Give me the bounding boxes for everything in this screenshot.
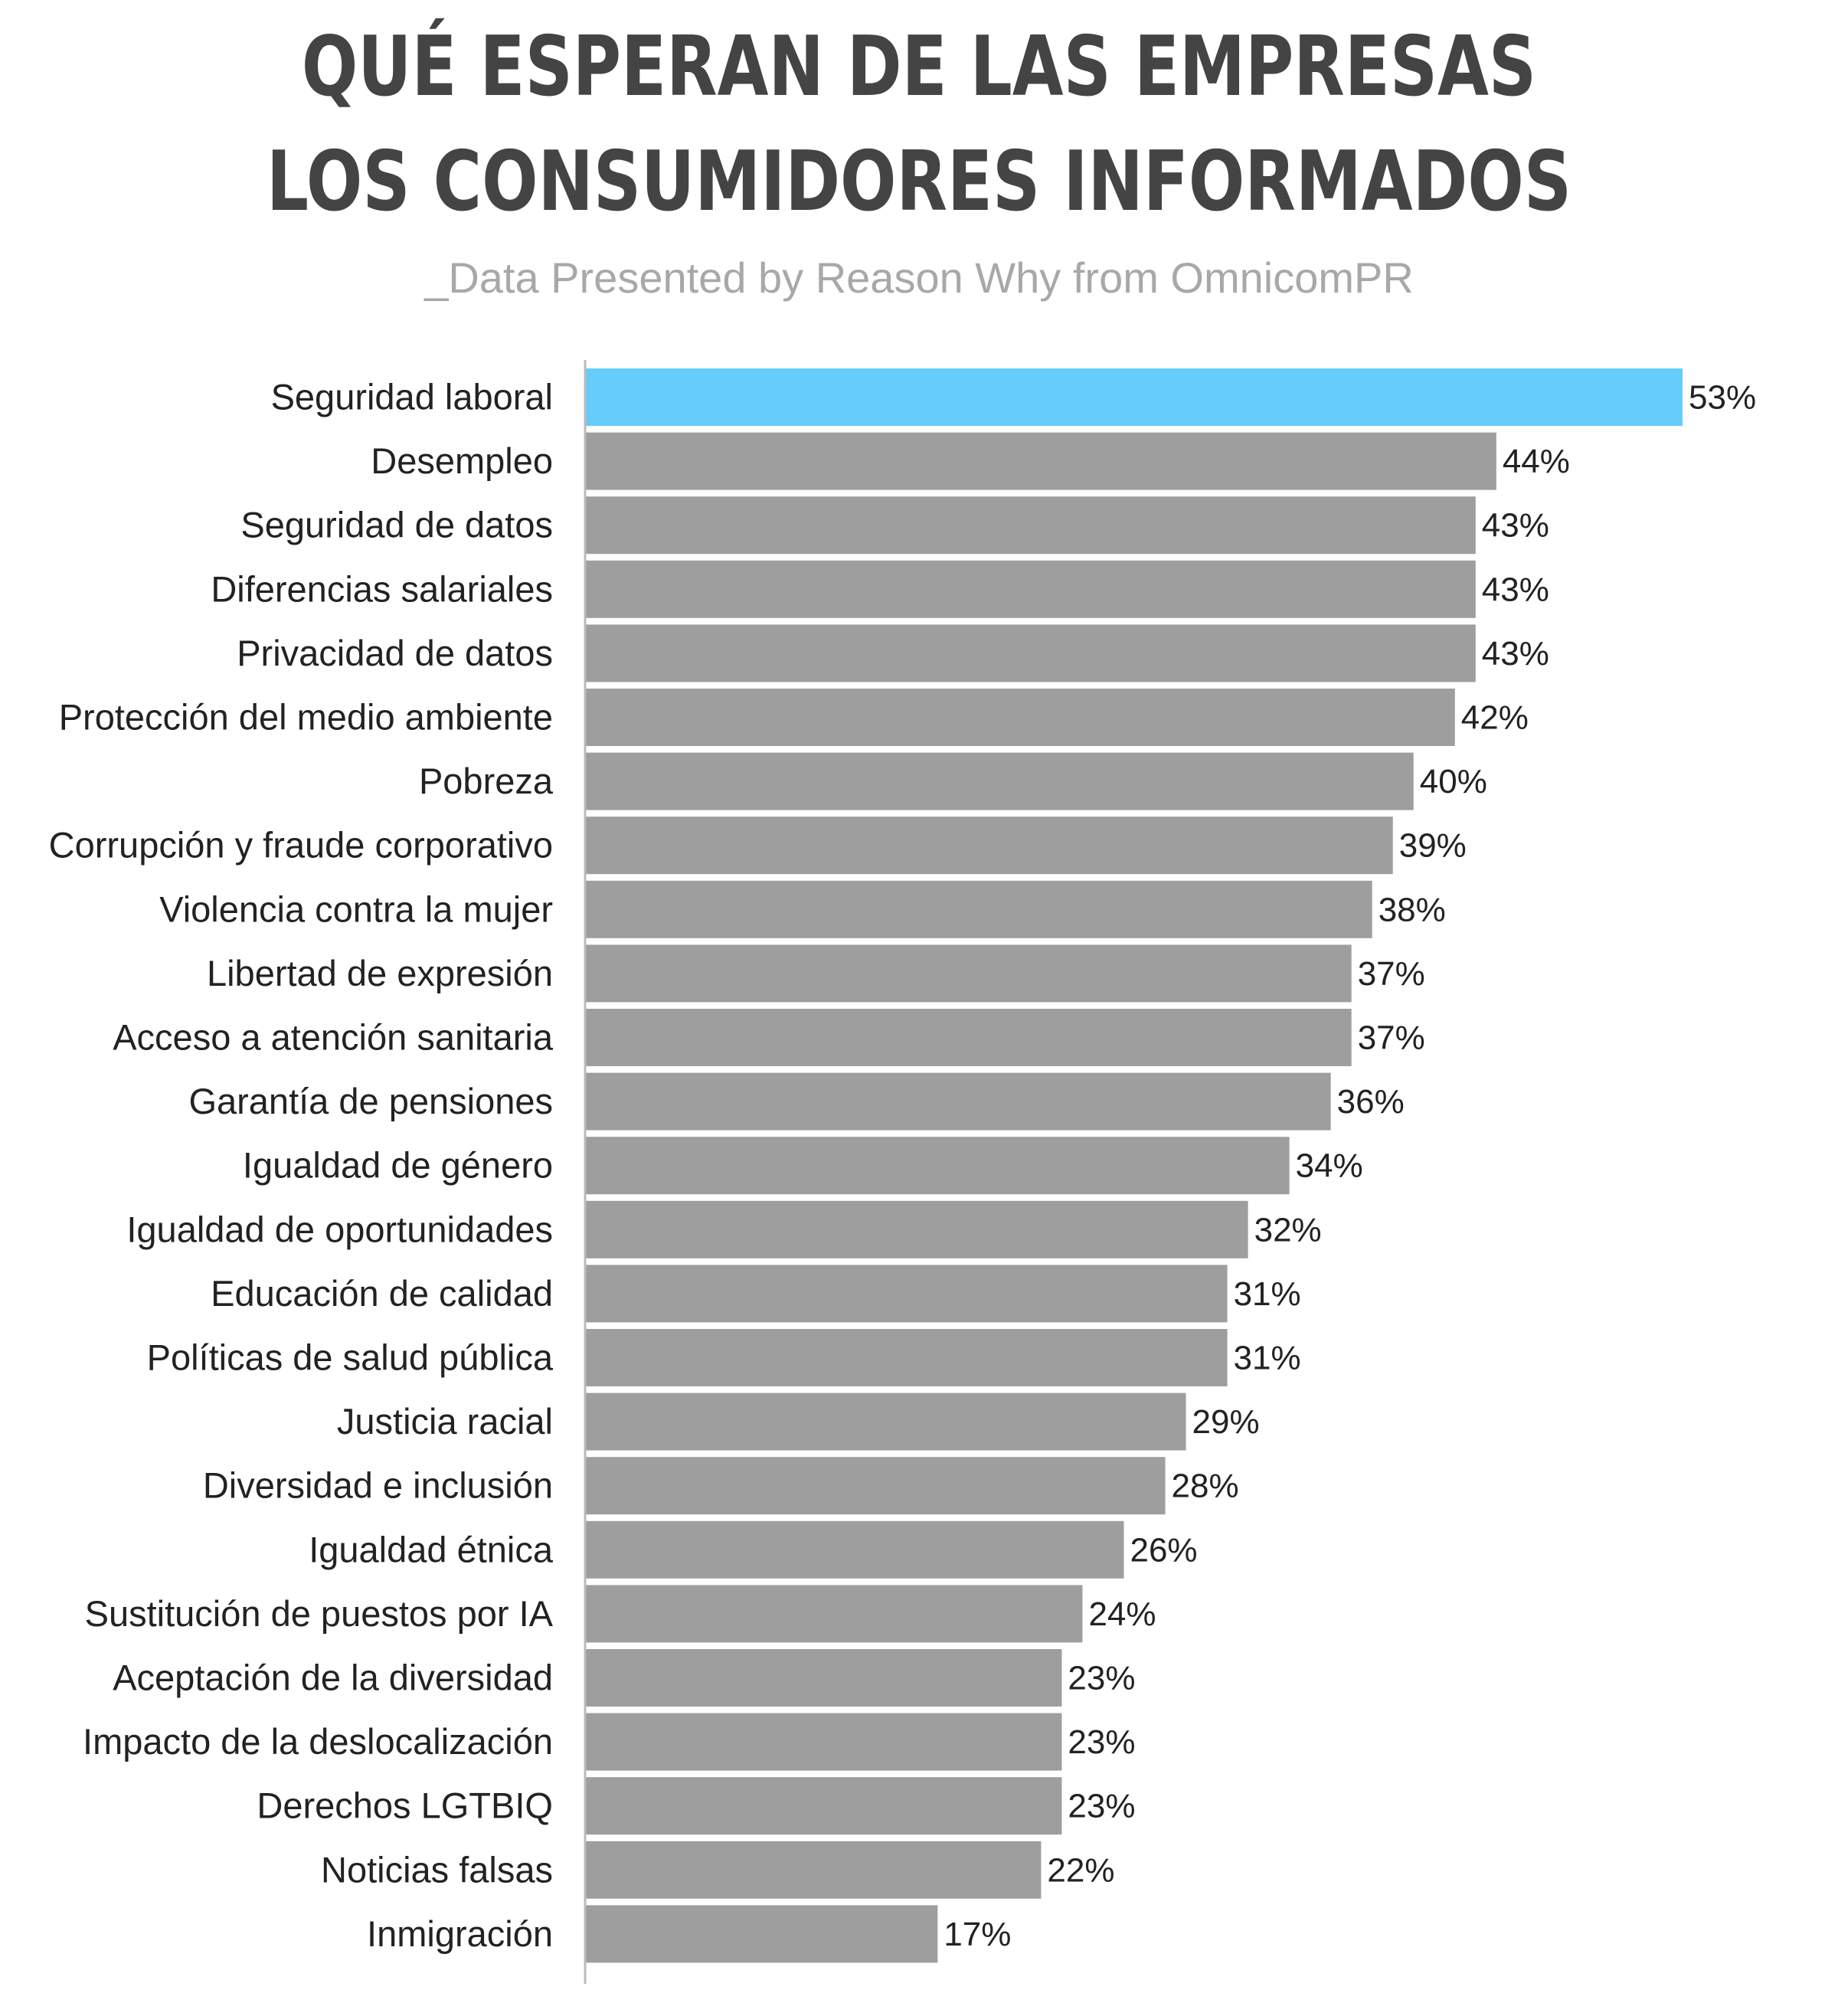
category-label-libertad-de-expresion: Libertad de expresión: [207, 953, 553, 993]
value-label-corrupcion-y-fraude-corporativo: 39%: [1399, 827, 1467, 865]
value-label-violencia-contra-la-mujer: 38%: [1378, 891, 1446, 928]
category-label-garantia-de-pensiones: Garantía de pensiones: [188, 1081, 553, 1121]
category-label-desempleo: Desempleo: [371, 440, 553, 481]
category-label-aceptacion-de-la-diversidad: Aceptación de la diversidad: [113, 1658, 553, 1698]
value-label-igualdad-de-genero: 34%: [1296, 1147, 1363, 1185]
bar-aceptacion-de-la-diversidad: [586, 1649, 1062, 1707]
category-label-derechos-lgtbiq: Derechos LGTBIQ: [257, 1785, 553, 1826]
bar-derechos-lgtbiq: [586, 1777, 1062, 1835]
value-label-garantia-de-pensiones: 36%: [1337, 1083, 1405, 1121]
category-label-sustitucion-de-puestos-por-ia: Sustitución de puestos por IA: [85, 1593, 554, 1634]
category-label-seguridad-laboral: Seguridad laboral: [271, 377, 553, 417]
value-label-seguridad-de-datos: 43%: [1482, 507, 1549, 545]
value-label-desempleo: 44%: [1503, 443, 1570, 480]
value-label-igualdad-etnica: 26%: [1130, 1531, 1197, 1569]
value-label-inmigracion: 17%: [944, 1916, 1011, 1953]
bar-libertad-de-expresion: [586, 944, 1352, 1003]
value-label-diversidad-e-inclusion: 28%: [1172, 1468, 1239, 1505]
value-label-igualdad-de-oportunidades: 32%: [1254, 1211, 1322, 1249]
category-label-acceso-a-atencion-sanitaria: Acceso a atención sanitaria: [113, 1017, 554, 1058]
bar-seguridad-de-datos: [586, 496, 1476, 555]
value-label-acceso-a-atencion-sanitaria: 37%: [1358, 1019, 1425, 1057]
bar-noticias-falsas: [586, 1841, 1042, 1899]
bar-igualdad-de-oportunidades: [586, 1200, 1248, 1258]
bar-diferencias-salariales: [586, 560, 1476, 618]
category-label-diversidad-e-inclusion: Diversidad e inclusión: [203, 1465, 553, 1506]
bar-proteccion-del-medio-ambiente: [586, 689, 1455, 746]
category-label-impacto-de-la-deslocalizacion: Impacto de la deslocalización: [83, 1721, 553, 1762]
category-label-politicas-de-salud-publica: Políticas de salud pública: [147, 1337, 554, 1378]
chart-title-line-1: QUÉ ESPERAN DE LAS EMPRESAS: [301, 19, 1537, 115]
category-label-educacion-de-calidad: Educación de calidad: [211, 1273, 553, 1314]
bar-inmigracion: [586, 1905, 938, 1963]
chart-subtitle: _Data Presented by Reason Why from Omnic…: [424, 254, 1414, 302]
value-label-proteccion-del-medio-ambiente: 42%: [1461, 699, 1529, 737]
value-label-seguridad-laboral: 53%: [1689, 379, 1756, 417]
category-label-igualdad-etnica: Igualdad étnica: [309, 1529, 554, 1569]
category-labels-group: Seguridad laboral Desempleo Seguridad de d…: [49, 377, 554, 1954]
bar-politicas-de-salud-publica: [586, 1329, 1228, 1386]
bar-sustitucion-de-puestos-por-ia: [586, 1585, 1083, 1643]
chart-title-line-2: LOS CONSUMIDORES INFORMADOS: [266, 134, 1572, 230]
value-label-justicia-racial: 29%: [1192, 1403, 1260, 1441]
value-label-aceptacion-de-la-diversidad: 23%: [1068, 1660, 1135, 1697]
value-label-politicas-de-salud-publica: 31%: [1234, 1340, 1301, 1377]
bar-igualdad-etnica: [586, 1520, 1124, 1579]
value-label-pobreza: 40%: [1420, 763, 1487, 800]
bar-educacion-de-calidad: [586, 1265, 1228, 1323]
category-label-corrupcion-y-fraude-corporativo: Corrupción y fraude corporativo: [49, 825, 553, 866]
value-label-privacidad-de-datos: 43%: [1482, 635, 1549, 673]
value-label-noticias-falsas: 22%: [1047, 1851, 1114, 1889]
bar-igualdad-de-genero: [586, 1137, 1290, 1195]
category-label-igualdad-de-oportunidades: Igualdad de oportunidades: [126, 1209, 553, 1249]
value-label-derechos-lgtbiq: 23%: [1068, 1788, 1135, 1825]
category-label-privacidad-de-datos: Privacidad de datos: [237, 633, 553, 673]
category-label-igualdad-de-genero: Igualdad de género: [243, 1145, 553, 1186]
bar-corrupcion-y-fraude-corporativo: [586, 817, 1393, 875]
bar-diversidad-e-inclusion: [586, 1457, 1166, 1515]
value-label-libertad-de-expresion: 37%: [1358, 955, 1425, 993]
category-label-proteccion-del-medio-ambiente: Protección del medio ambiente: [59, 697, 553, 738]
bar-desempleo: [586, 432, 1496, 490]
bar-acceso-a-atencion-sanitaria: [586, 1009, 1352, 1066]
category-label-violencia-contra-la-mujer: Violencia contra la mujer: [159, 889, 553, 929]
category-label-diferencias-salariales: Diferencias salariales: [211, 568, 553, 609]
bar-pobreza: [586, 752, 1414, 810]
bar-privacidad-de-datos: [586, 624, 1476, 682]
bar-seguridad-laboral: [586, 368, 1683, 426]
value-label-educacion-de-calidad: 31%: [1234, 1275, 1301, 1313]
value-label-impacto-de-la-deslocalizacion: 23%: [1068, 1723, 1135, 1761]
category-label-noticias-falsas: Noticias falsas: [321, 1849, 553, 1890]
category-label-pobreza: Pobreza: [419, 761, 554, 801]
value-labels-group: 53% 44% 43% 43% 43% 42% 40% 39% 38% 37% 37% 36% 34% 3…: [944, 379, 1756, 1953]
bar-impacto-de-la-deslocalizacion: [586, 1713, 1062, 1771]
category-label-justicia-racial: Justicia racial: [337, 1401, 553, 1442]
bars-group: [586, 368, 1683, 1963]
bar-violencia-contra-la-mujer: [586, 880, 1372, 938]
category-label-seguridad-de-datos: Seguridad de datos: [240, 505, 553, 545]
bar-garantia-de-pensiones: [586, 1072, 1331, 1131]
bar-justicia-racial: [586, 1393, 1186, 1451]
category-label-inmigracion: Inmigración: [367, 1913, 553, 1954]
value-label-diferencias-salariales: 43%: [1482, 571, 1549, 608]
value-label-sustitucion-de-puestos-por-ia: 24%: [1088, 1595, 1156, 1633]
